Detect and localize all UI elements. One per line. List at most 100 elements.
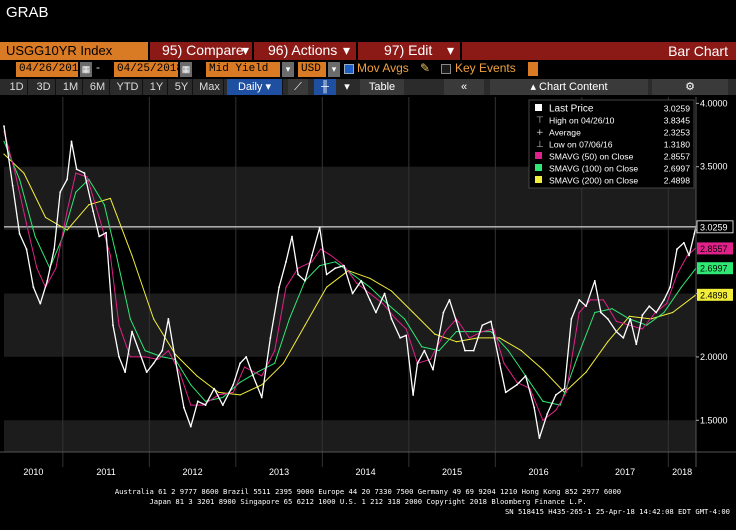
period-5y[interactable]: 5Y [171,79,193,95]
data-point-sma200 [412,311,414,314]
data-point-sma50 [565,391,567,394]
frequency-select[interactable]: Daily ▾ [227,79,283,95]
data-point-sma50 [202,404,204,406]
data-point-price [663,298,665,301]
edit-menu[interactable]: 97) Edit [384,42,433,58]
chart-type-label[interactable]: Bar Chart [668,43,728,59]
chevron-down-icon[interactable]: ▾ [340,79,354,95]
price-tag-label: 2.4898 [700,290,728,300]
table-button[interactable]: Table [360,79,404,95]
bar-style-icon[interactable]: ╫ [314,79,336,95]
double-chevron-left-icon[interactable]: « [444,79,484,95]
period-max[interactable]: Max [196,79,224,95]
calendar-icon[interactable]: ▦ [80,62,92,77]
data-point-price [285,260,287,263]
data-point-sma50 [369,292,371,295]
chart-band [4,420,696,452]
data-point-sma200 [23,172,25,174]
data-point-sma200 [44,216,47,219]
data-point-sma200 [672,311,674,314]
legend[interactable]: Last Price 3.0259 ⊤ High on 04/26/10 3.8345 +… [528,99,695,189]
data-point-sma50 [66,210,68,212]
data-point-sma50 [285,286,287,288]
data-point-sma200 [369,277,371,279]
data-point-price [239,362,242,365]
data-point-sma50 [36,267,38,269]
data-point-sma100 [421,346,423,348]
data-point-price [252,375,255,377]
period-3d[interactable]: 3D [32,79,56,95]
data-point-sma50 [382,303,384,305]
period-ytd[interactable]: YTD [113,79,143,95]
data-point-sma50 [190,404,192,406]
data-point-price [174,358,177,361]
data-point-price [383,292,386,295]
edit-chevron-icon[interactable]: ▾ [447,42,455,58]
period-1d[interactable]: 1D [6,79,28,95]
data-point-price [554,394,557,396]
price-tags: 3.0259 2.8557 2.6997 2.4898 [696,220,734,301]
data-point-price [498,362,501,365]
data-point-sma100 [438,349,440,352]
data-point-price [563,387,566,390]
chevron-down-icon[interactable]: ▾ [282,62,294,77]
mov-avgs-checkbox[interactable] [344,64,354,74]
data-point-price [92,210,94,213]
data-point-price [412,394,415,396]
data-point-price [32,286,35,289]
data-point-price [599,311,602,314]
gear-icon[interactable]: ⚙ [652,79,728,95]
data-point-sma50 [178,371,181,373]
key-events-swatch[interactable] [528,62,538,76]
compare-chevron-icon[interactable]: ▾ [242,42,250,58]
data-point-sma50 [665,303,668,305]
pencil-icon[interactable]: ✎ [420,61,431,75]
legend-label: Low on 07/06/16 [549,140,613,150]
period-1m[interactable]: 1M [59,79,83,95]
price-tag-box [697,288,733,301]
data-point-price [585,305,588,308]
data-point-sma50 [503,362,505,364]
start-date-field[interactable]: 04/26/2010 [16,62,85,77]
data-point-sma100 [507,349,509,352]
data-point-price [183,406,185,409]
chevron-down-icon[interactable]: ▾ [328,62,340,77]
ticker-field[interactable]: USGG10YR Index [0,42,148,60]
data-point-price [204,404,207,406]
period-6m[interactable]: 6M [86,79,110,95]
data-point-price [297,273,299,276]
data-point-sma50 [602,299,605,301]
data-point-sma50 [274,349,276,352]
calendar-icon[interactable]: ▦ [180,62,192,77]
data-point-price [570,317,573,320]
data-point-sma50 [468,337,470,339]
data-point-price [533,406,536,409]
period-1y[interactable]: 1Y [146,79,168,95]
actions-chevron-icon[interactable]: ▾ [343,42,351,58]
data-point-price [693,233,696,235]
field-select[interactable]: Mid Yield [206,62,280,77]
series-line-price [3,126,697,439]
data-point-sma100 [75,191,77,193]
data-point-sma200 [217,391,220,394]
series-line-sma100 [3,141,697,406]
chart-content-button[interactable]: ▴ Chart Content [490,79,648,95]
key-events-checkbox[interactable] [441,64,451,74]
line-chart-icon[interactable]: ⟋ [288,79,308,95]
legend-label: High on 04/26/10 [549,116,615,126]
chart-band [4,230,696,294]
data-point-sma100 [18,178,21,181]
data-point-price [53,248,56,251]
data-point-sma100 [256,371,259,373]
compare-menu[interactable]: 95) Compare [162,42,244,58]
data-point-sma200 [585,371,587,373]
data-point-price [343,264,345,267]
end-date-field[interactable]: 04/25/2018 [114,62,183,77]
data-point-sma50 [628,324,630,326]
legend-marker-yellow-square [535,176,542,183]
price-tag-box [696,220,734,234]
data-point-price [39,302,42,305]
actions-menu[interactable]: 96) Actions [268,42,338,58]
currency-select[interactable]: USD [298,62,326,77]
